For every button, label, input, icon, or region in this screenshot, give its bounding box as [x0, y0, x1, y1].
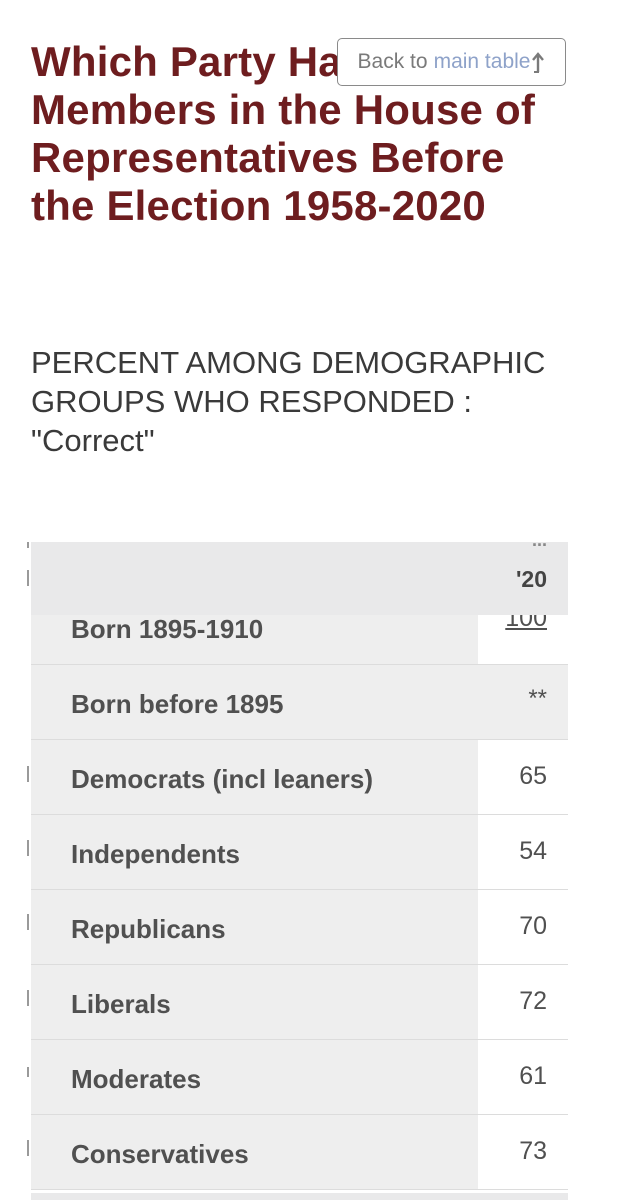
table-row: Liberals 72 — [31, 965, 568, 1040]
row-value: 61 — [519, 1062, 547, 1090]
row-value: 65 — [519, 762, 547, 790]
table-next-row-edge — [31, 1193, 568, 1200]
row-label: Independents — [71, 839, 241, 869]
edge-mark — [27, 570, 29, 586]
header-partial-row: ... — [532, 542, 547, 551]
row-value: 73 — [519, 1137, 547, 1165]
table-row: Democrats (incl leaners) 65 — [31, 740, 568, 815]
row-label: Conservatives — [71, 1139, 249, 1169]
row-value-cell: 65 — [478, 740, 568, 814]
edge-mark — [27, 840, 29, 856]
edge-mark — [27, 1140, 29, 1156]
edge-mark — [27, 766, 29, 782]
row-label-cell: Conservatives — [31, 1115, 478, 1189]
row-label: Liberals — [71, 989, 171, 1019]
row-value: 70 — [519, 912, 547, 940]
row-value-cell: 70 — [478, 890, 568, 964]
row-value-cell: 72 — [478, 965, 568, 1039]
row-label-cell: Liberals — [31, 965, 478, 1039]
table-row: Moderates 61 — [31, 1040, 568, 1115]
row-label: Republicans — [71, 914, 226, 944]
table-subtitle: PERCENT AMONG DEMOGRAPHIC GROUPS WHO RES… — [31, 345, 546, 458]
row-value: ** — [528, 685, 547, 712]
edge-mark — [27, 990, 29, 1006]
edge-mark — [27, 542, 29, 548]
row-label: Born 1895-1910 — [71, 614, 264, 644]
main-table-link[interactable]: main table — [433, 50, 531, 73]
scroll-edge-markers — [27, 542, 31, 1200]
row-value-cell: 61 — [478, 1040, 568, 1114]
row-label-cell: Democrats (incl leaners) — [31, 740, 478, 814]
table-body: Born 1895-1910 100 Born before 1895 ** Democ… — [31, 590, 568, 1190]
row-value-cell: 73 — [478, 1115, 568, 1189]
header-year-2020[interactable]: '20 — [515, 566, 547, 592]
row-label-cell: Republicans — [31, 890, 478, 964]
table-header: ... '20 — [31, 542, 568, 615]
row-value-cell: ** — [478, 665, 568, 739]
row-label: Democrats (incl leaners) — [71, 764, 374, 794]
back-to-main-table-button[interactable]: Back to main table — [337, 38, 566, 86]
edge-mark — [27, 1067, 29, 1077]
table-row: Independents 54 — [31, 815, 568, 890]
table-row: Conservatives 73 — [31, 1115, 568, 1190]
table-row: Republicans 70 — [31, 890, 568, 965]
row-label-cell: Independents — [31, 815, 478, 889]
row-value: 72 — [519, 987, 547, 1015]
row-value-cell: 54 — [478, 815, 568, 889]
edge-mark — [27, 914, 29, 930]
row-label: Moderates — [71, 1064, 202, 1094]
row-label-cell: Moderates — [31, 1040, 478, 1114]
row-value: 54 — [519, 837, 547, 865]
row-label-cell: Born before 1895 — [31, 665, 478, 739]
arrow-up-icon — [531, 51, 545, 73]
row-label: Born before 1895 — [71, 689, 284, 719]
back-button-prefix: Back to — [357, 50, 428, 73]
table-row: Born before 1895 ** — [31, 665, 568, 740]
